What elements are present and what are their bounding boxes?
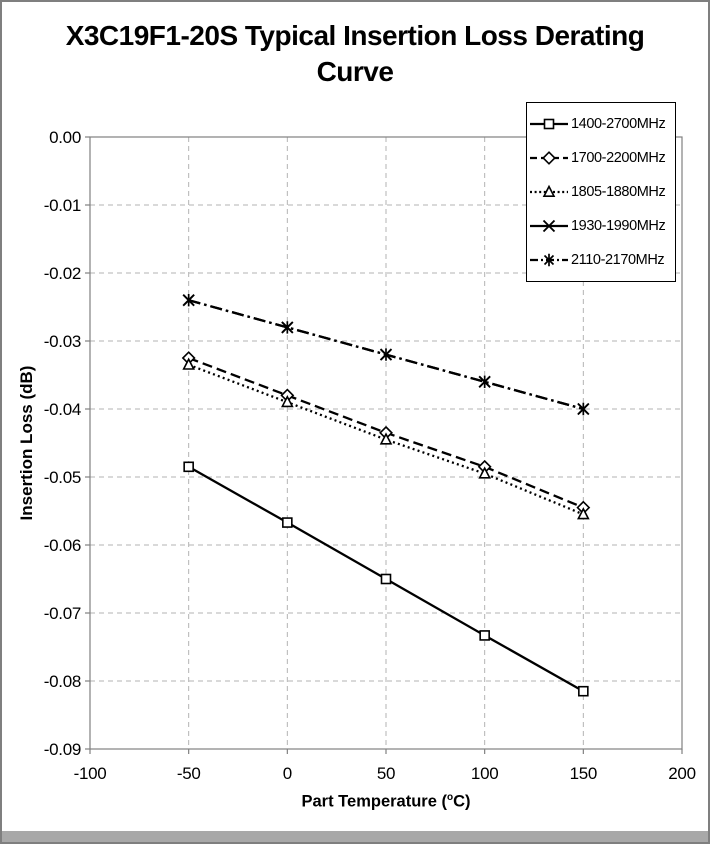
x-marker	[542, 219, 556, 233]
y-tick-label: -0.08	[44, 672, 81, 691]
x-tick-label: 150	[570, 764, 597, 783]
legend-marker-group	[542, 219, 556, 233]
asterisk-marker	[380, 348, 392, 361]
chart-title-line1: X3C19F1-20S Typical Insertion Loss Derat…	[65, 20, 645, 51]
x-tick-label: 0	[283, 764, 292, 783]
y-tick-label: -0.09	[44, 740, 81, 759]
y-tick-label: 0.00	[49, 128, 81, 147]
legend-marker-group	[542, 151, 556, 165]
x-axis-title: Part Temperature (oC)	[90, 792, 682, 812]
legend-sample-solid	[530, 118, 568, 130]
legend-marker-group	[543, 118, 555, 130]
x-tick-label: -50	[177, 764, 201, 783]
y-axis-title: Insertion Loss (dB)	[17, 366, 36, 521]
series-1400-2700MHz	[183, 461, 589, 697]
square-marker	[578, 685, 589, 697]
square-marker	[380, 573, 392, 585]
diamond-marker	[542, 151, 556, 165]
square-marker	[183, 461, 194, 473]
legend-label: 1930-1990MHz	[571, 218, 666, 234]
triangle-marker	[478, 466, 491, 479]
chart-plot: 0.00 -0.01 -0.02 -0.03 -0.04 -0.05 -0.06 -0.07 -…	[17, 128, 696, 783]
triangle-marker	[542, 184, 556, 197]
x-axis-title-sup: o	[446, 792, 454, 803]
legend-label: 1805-1880MHz	[571, 184, 666, 200]
legend-item-1700-2200MHz: 1700-2200MHz	[529, 141, 673, 175]
chart-title: X3C19F1-20S Typical Insertion Loss Derat…	[2, 18, 708, 91]
legend-marker-group	[542, 184, 556, 197]
series-1805-1880MHz	[182, 357, 590, 520]
asterisk-marker	[578, 402, 589, 416]
triangle-marker	[577, 507, 590, 520]
y-tick-label: -0.05	[44, 468, 81, 487]
legend-sample-dashed	[530, 151, 568, 165]
legend-label: 1700-2200MHz	[571, 150, 666, 166]
chart-title-line2: Curve	[316, 56, 394, 88]
legend-label: 2110-2170MHz	[571, 252, 665, 268]
legend-sample-solid	[530, 219, 568, 233]
asterisk-marker	[183, 294, 194, 307]
legend-item-2110-2170MHz: 2110-2170MHz	[529, 243, 673, 277]
y-tick-label: -0.04	[44, 400, 81, 419]
y-tick-label: -0.07	[44, 604, 81, 623]
asterisk-marker	[282, 321, 293, 334]
y-tick-label: -0.03	[44, 332, 81, 351]
x-tick-label: 200	[668, 764, 695, 783]
asterisk-marker	[479, 375, 490, 388]
legend-label: 1400-2700MHz	[571, 116, 666, 132]
legend-item-1805-1880MHz: 1805-1880MHz	[529, 175, 673, 209]
x-axis-title-text: Part Temperature (	[301, 792, 447, 811]
legend-sample-dashdot	[530, 253, 568, 267]
series-2110-2170MHz	[183, 294, 589, 416]
legend-item-1400-2700MHz: 1400-2700MHz	[529, 107, 673, 141]
x-tick-label: -100	[74, 764, 107, 783]
square-marker	[282, 517, 293, 528]
bottom-scroll-bar	[2, 831, 708, 842]
x-tick-label: 100	[471, 764, 498, 783]
triangle-marker	[379, 432, 393, 445]
square-marker	[543, 118, 555, 130]
legend-sample-dotted	[530, 184, 568, 197]
triangle-marker	[281, 394, 294, 408]
legend-marker-group	[543, 253, 555, 267]
y-tick-label: -0.02	[44, 264, 81, 283]
y-tick-label: -0.01	[44, 196, 81, 215]
x-tick-label: 50	[377, 764, 395, 783]
triangle-marker	[182, 357, 195, 370]
asterisk-marker	[543, 253, 555, 267]
legend-item-1930-1990MHz: 1930-1990MHz	[529, 209, 673, 243]
y-tick-label: -0.06	[44, 536, 81, 555]
chart-legend: 1400-2700MHz 1700-2200MHz 1805-1880MHz 1930…	[526, 102, 676, 282]
x-axis-title-close: C)	[453, 792, 471, 811]
square-marker	[479, 630, 490, 641]
